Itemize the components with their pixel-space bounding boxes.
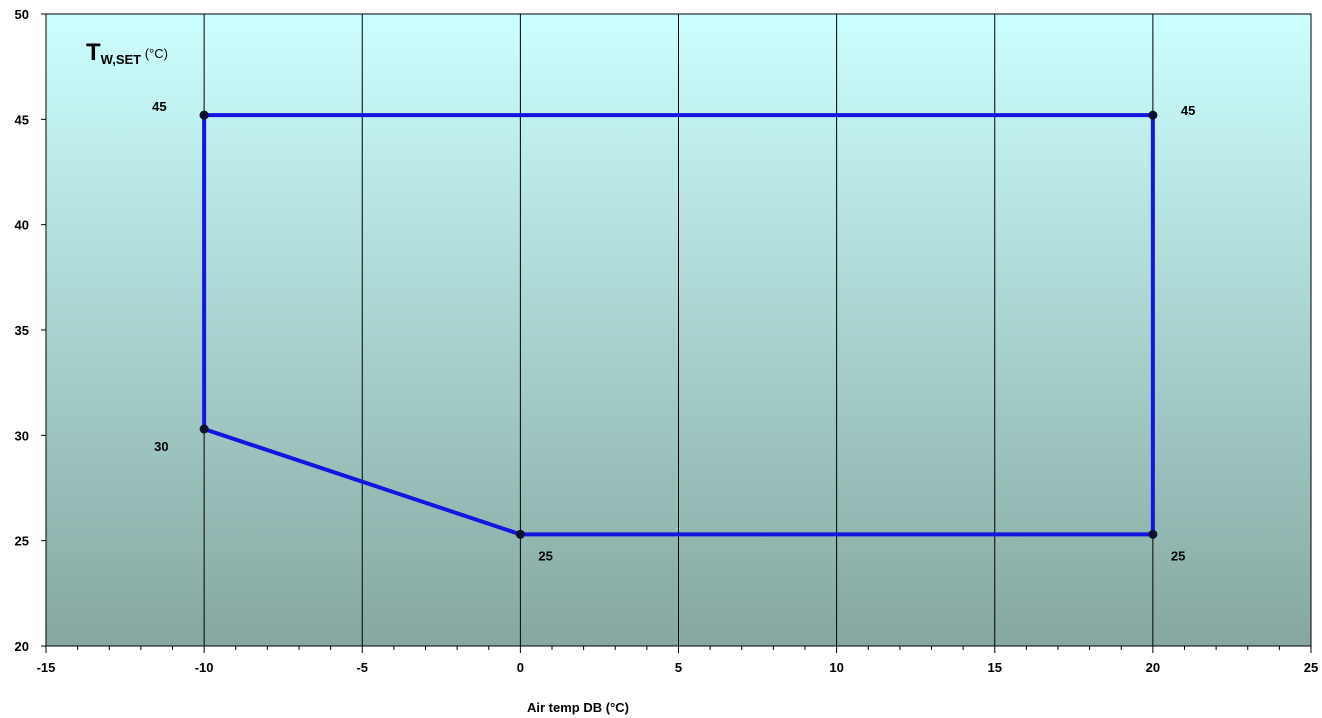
point-labels: 45 45 30 25 25 [152, 99, 1195, 563]
point-label: 30 [154, 439, 168, 454]
y-tick-label: 45 [15, 112, 29, 127]
data-point [199, 424, 209, 434]
y-axis: 20 25 30 35 40 45 50 [15, 7, 46, 654]
data-point [1148, 529, 1158, 539]
x-tick-label: -15 [37, 660, 56, 675]
series-line [202, 113, 1155, 537]
y-axis-title: TW,SET (°C) [86, 39, 168, 67]
data-point [515, 529, 525, 539]
x-tick-label: 10 [829, 660, 843, 675]
y-tick-label: 20 [15, 639, 29, 654]
series [199, 110, 1158, 539]
y-tick-label: 25 [15, 534, 29, 549]
point-label: 45 [1181, 103, 1195, 118]
x-tick-label: 5 [675, 660, 682, 675]
data-point [1148, 110, 1158, 120]
data-point [199, 110, 209, 120]
x-axis-title: Air temp DB (°C) [527, 700, 629, 715]
y-tick-label: 40 [15, 218, 29, 233]
x-tick-label: -10 [195, 660, 214, 675]
x-tick-label: 0 [517, 660, 524, 675]
point-label: 25 [538, 548, 552, 563]
y-tick-label: 30 [15, 428, 29, 443]
y-tick-label: 35 [15, 323, 29, 338]
point-label: 25 [1171, 548, 1185, 563]
y-tick-label: 50 [15, 7, 29, 22]
x-axis: -15 -10 -5 0 5 10 15 20 25 [37, 646, 1318, 675]
x-tick-label: 20 [1146, 660, 1160, 675]
point-label: 45 [152, 99, 166, 114]
x-tick-label: 15 [988, 660, 1002, 675]
x-tick-label: 25 [1304, 660, 1318, 675]
x-tick-label: -5 [356, 660, 368, 675]
